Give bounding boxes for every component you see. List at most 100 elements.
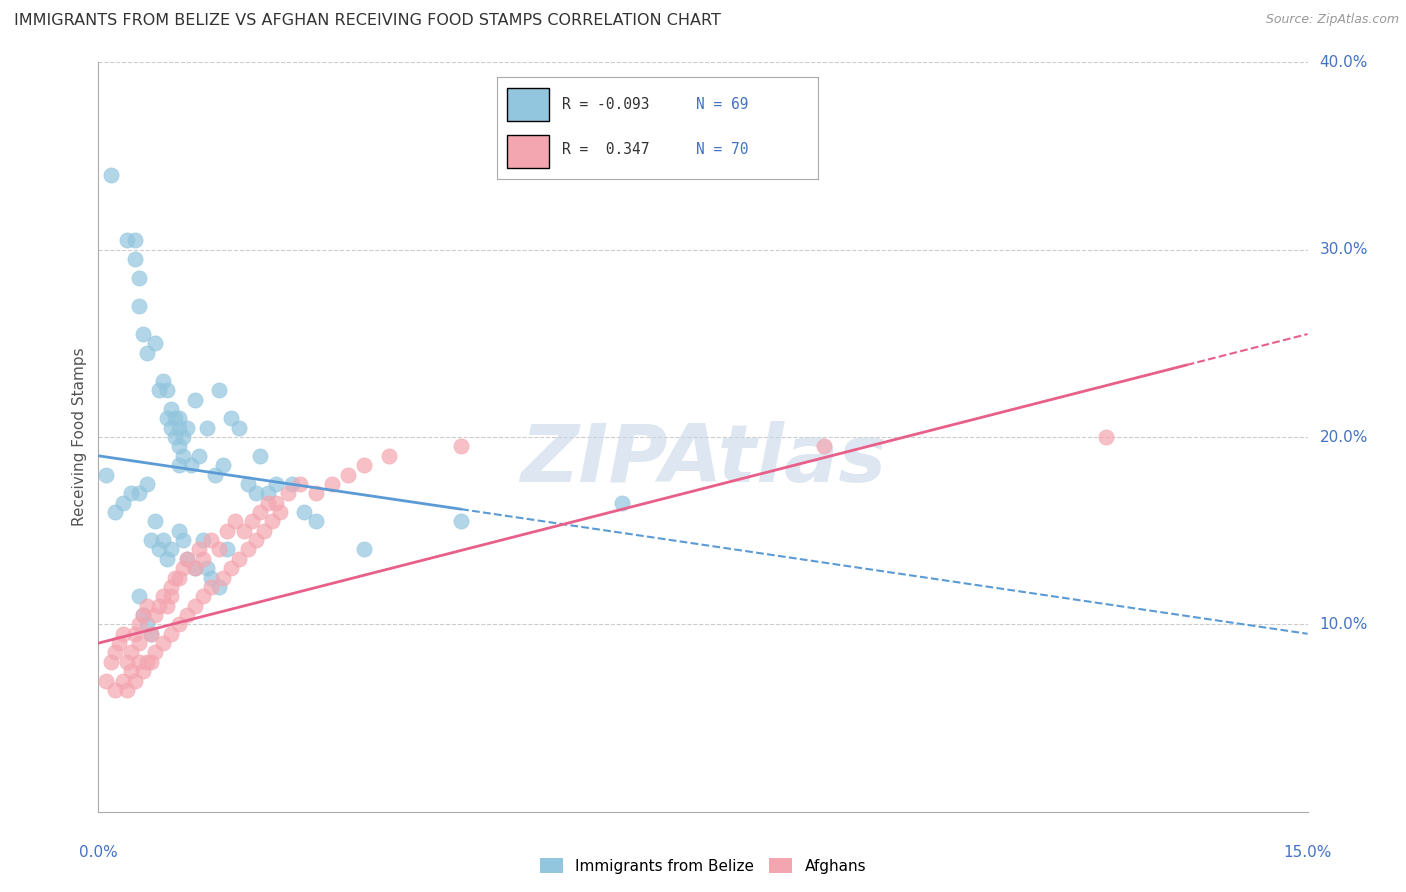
- Point: [128, 617, 150, 632]
- Point: [135, 617, 157, 632]
- Point: [156, 384, 179, 398]
- Point: [135, 599, 157, 613]
- Text: Source: ZipAtlas.com: Source: ZipAtlas.com: [1265, 13, 1399, 27]
- Point: [353, 542, 375, 557]
- Point: [152, 374, 174, 388]
- Point: [111, 673, 134, 688]
- Point: [120, 664, 142, 679]
- Point: [172, 430, 194, 444]
- Point: [221, 411, 243, 425]
- Point: [124, 252, 146, 266]
- Point: [176, 608, 198, 623]
- Point: [148, 542, 170, 557]
- Point: [281, 476, 304, 491]
- Point: [172, 561, 194, 575]
- Point: [193, 590, 215, 604]
- Point: [236, 542, 259, 557]
- Point: [184, 599, 207, 613]
- Point: [160, 420, 183, 434]
- Point: [135, 345, 157, 359]
- Point: [249, 449, 271, 463]
- Text: 10.0%: 10.0%: [1320, 617, 1368, 632]
- Point: [100, 168, 122, 182]
- Point: [176, 551, 198, 566]
- Point: [305, 514, 328, 528]
- Point: [160, 590, 183, 604]
- Point: [167, 571, 190, 585]
- Point: [143, 608, 166, 623]
- Point: [163, 411, 186, 425]
- Point: [143, 514, 166, 528]
- Point: [115, 233, 138, 247]
- Point: [224, 514, 246, 528]
- Point: [160, 580, 183, 594]
- Point: [135, 476, 157, 491]
- Legend: Immigrants from Belize, Afghans: Immigrants from Belize, Afghans: [534, 852, 872, 880]
- Point: [160, 626, 183, 640]
- Y-axis label: Receiving Food Stamps: Receiving Food Stamps: [72, 348, 87, 526]
- Point: [232, 524, 254, 538]
- Point: [139, 655, 162, 669]
- Point: [288, 476, 311, 491]
- Point: [163, 571, 186, 585]
- Point: [184, 392, 207, 407]
- Point: [269, 505, 291, 519]
- Point: [1095, 430, 1118, 444]
- Point: [96, 467, 118, 482]
- Point: [184, 561, 207, 575]
- Point: [228, 551, 250, 566]
- Text: ZIPAtlas: ZIPAtlas: [520, 420, 886, 499]
- Point: [377, 449, 399, 463]
- Point: [139, 626, 162, 640]
- Text: 40.0%: 40.0%: [1320, 55, 1368, 70]
- Point: [135, 655, 157, 669]
- Point: [184, 561, 207, 575]
- Point: [103, 646, 125, 660]
- Point: [221, 561, 243, 575]
- Point: [260, 514, 283, 528]
- Point: [245, 533, 267, 547]
- Text: 15.0%: 15.0%: [1284, 846, 1331, 861]
- Point: [152, 636, 174, 650]
- Point: [128, 486, 150, 500]
- Point: [132, 326, 155, 341]
- Point: [124, 673, 146, 688]
- Point: [107, 636, 129, 650]
- Point: [200, 580, 222, 594]
- Point: [253, 524, 276, 538]
- Point: [143, 336, 166, 351]
- Text: 20.0%: 20.0%: [1320, 430, 1368, 444]
- Point: [277, 486, 299, 500]
- Point: [337, 467, 360, 482]
- Point: [245, 486, 267, 500]
- Point: [160, 542, 183, 557]
- Point: [292, 505, 315, 519]
- Text: IMMIGRANTS FROM BELIZE VS AFGHAN RECEIVING FOOD STAMPS CORRELATION CHART: IMMIGRANTS FROM BELIZE VS AFGHAN RECEIVI…: [14, 13, 721, 29]
- Point: [217, 542, 239, 557]
- Point: [256, 496, 278, 510]
- Point: [120, 486, 142, 500]
- Point: [264, 476, 287, 491]
- Point: [228, 420, 250, 434]
- Point: [236, 476, 259, 491]
- Point: [450, 514, 472, 528]
- Point: [305, 486, 328, 500]
- Point: [128, 271, 150, 285]
- Point: [172, 449, 194, 463]
- Point: [176, 420, 198, 434]
- Point: [200, 533, 222, 547]
- Point: [167, 411, 190, 425]
- Point: [321, 476, 343, 491]
- Point: [128, 590, 150, 604]
- Point: [195, 561, 218, 575]
- Point: [208, 542, 231, 557]
- Point: [148, 384, 170, 398]
- Point: [111, 626, 134, 640]
- Point: [167, 440, 190, 453]
- Point: [115, 655, 138, 669]
- Point: [163, 430, 186, 444]
- Point: [813, 440, 835, 453]
- Point: [115, 683, 138, 698]
- Point: [128, 636, 150, 650]
- Point: [132, 608, 155, 623]
